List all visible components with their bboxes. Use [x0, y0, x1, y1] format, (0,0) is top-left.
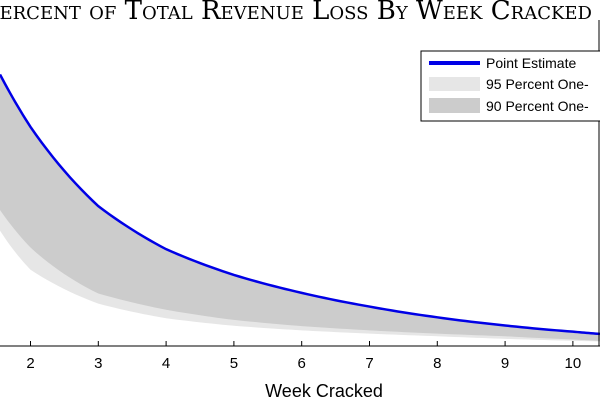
- legend-label-90-percent: 90 Percent One-: [486, 98, 589, 114]
- chart-title: Percent of Total Revenue Loss By Week Cr…: [0, 0, 592, 26]
- x-tick-label: 8: [433, 355, 441, 372]
- x-tick-label: 9: [501, 355, 509, 372]
- x-tick-label: 6: [298, 355, 306, 372]
- series-line-point-estimate: [0, 73, 600, 336]
- x-ticks: 2 3 4 5 6 7 8 9 10: [26, 341, 581, 372]
- legend-label-point-estimate: Point Estimate: [486, 55, 576, 71]
- x-tick-label: 7: [365, 355, 373, 372]
- legend-label-95-percent: 95 Percent One-: [486, 76, 589, 92]
- x-tick-label: 10: [565, 355, 582, 372]
- x-tick-label: 3: [94, 355, 102, 372]
- plot-area: [0, 73, 600, 342]
- x-tick-label: 4: [162, 355, 170, 372]
- band-90-percent-one-sided: [0, 74, 600, 341]
- legend-swatch-95-percent: [429, 77, 480, 91]
- legend-swatch-90-percent: [429, 98, 480, 113]
- x-tick-label: 5: [230, 355, 238, 372]
- legend: Point Estimate 95 Percent One- 90 Percen…: [420, 50, 600, 122]
- x-tick-label: 2: [26, 355, 34, 372]
- x-axis-label: Week Cracked: [265, 381, 383, 400]
